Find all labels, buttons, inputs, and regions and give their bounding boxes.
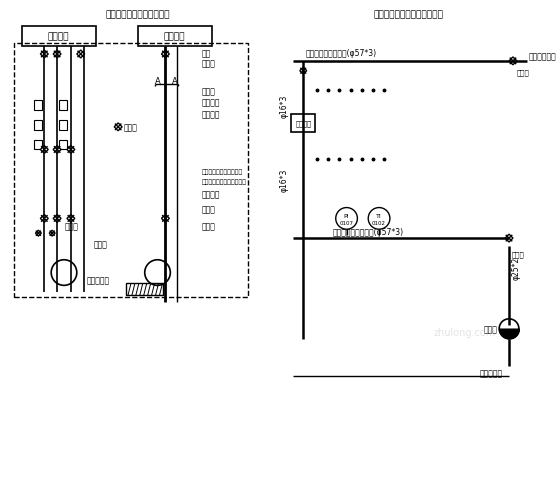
Text: 疏水至地沟: 疏水至地沟 (480, 369, 503, 378)
Text: 二次门: 二次门 (202, 223, 216, 231)
Text: 虚线框内仪表导管电伴热: 虚线框内仪表导管电伴热 (202, 169, 243, 175)
Polygon shape (53, 51, 61, 59)
Circle shape (51, 260, 77, 286)
Polygon shape (161, 215, 169, 223)
Text: 一次门: 一次门 (202, 59, 216, 68)
Polygon shape (114, 123, 122, 131)
Bar (59, 101, 67, 111)
Polygon shape (49, 231, 55, 237)
Text: A: A (172, 77, 178, 86)
Polygon shape (300, 68, 307, 75)
Text: 仪表管件蒸汽疏水管(φ57*3): 仪表管件蒸汽疏水管(φ57*3) (333, 227, 404, 236)
Text: φ16*3: φ16*3 (279, 168, 288, 191)
Text: 伴热电缆: 伴热电缆 (202, 99, 220, 107)
Polygon shape (40, 51, 48, 59)
Text: 0107: 0107 (339, 221, 353, 225)
Polygon shape (40, 215, 48, 223)
Bar (126, 284, 164, 296)
Polygon shape (77, 51, 85, 59)
Polygon shape (505, 235, 513, 243)
Text: 电源箱: 电源箱 (202, 204, 216, 214)
Bar (14, 44, 248, 298)
Text: 仪表导管汽伴件热保温示意图: 仪表导管汽伴件热保温示意图 (374, 10, 444, 19)
Polygon shape (509, 58, 517, 66)
Circle shape (336, 208, 357, 230)
Text: 工艺设备: 工艺设备 (48, 33, 69, 41)
Text: PI: PI (344, 214, 349, 219)
Text: 疏液器: 疏液器 (94, 240, 108, 249)
Text: 截止阀: 截止阀 (202, 87, 216, 96)
Bar (35, 141, 43, 150)
Text: 仪表疏液器: 仪表疏液器 (87, 275, 110, 285)
Text: 0102: 0102 (372, 221, 386, 225)
Polygon shape (53, 146, 61, 154)
Bar (138, 27, 212, 47)
Polygon shape (67, 146, 75, 154)
Polygon shape (40, 146, 48, 154)
Circle shape (144, 260, 170, 286)
Text: 一截止阀: 一截止阀 (295, 121, 311, 127)
Text: 实线框仪表导管电伴热主管: 实线框仪表导管电伴热主管 (202, 179, 247, 184)
Text: 截止阀: 截止阀 (512, 251, 525, 258)
Text: 电缆桥架: 电缆桥架 (202, 190, 220, 199)
Text: 暂停门: 暂停门 (124, 123, 138, 132)
Circle shape (368, 208, 390, 230)
Bar (35, 101, 43, 111)
Bar (59, 121, 67, 130)
Text: 截止阀: 截止阀 (517, 69, 530, 76)
Text: φ25*2: φ25*2 (512, 257, 521, 280)
Text: 不保门: 不保门 (65, 223, 79, 231)
Polygon shape (67, 215, 75, 223)
Bar (35, 121, 43, 130)
Polygon shape (161, 51, 169, 59)
Text: 工艺设备: 工艺设备 (164, 33, 185, 41)
Text: 仪表导管电伴热保温示意图: 仪表导管电伴热保温示意图 (106, 10, 170, 19)
Bar (59, 141, 67, 150)
Text: 仪表管件热来汽母管(φ57*3): 仪表管件热来汽母管(φ57*3) (305, 49, 376, 59)
Bar (22, 27, 96, 47)
Text: 风管: 风管 (202, 49, 211, 59)
Text: TI: TI (376, 214, 382, 219)
Bar (291, 115, 315, 132)
Circle shape (499, 319, 519, 339)
Text: 疏水器: 疏水器 (483, 325, 497, 333)
Text: φ16*3: φ16*3 (279, 94, 288, 118)
Text: A: A (155, 77, 160, 86)
Polygon shape (35, 231, 41, 237)
Text: zhulong.com: zhulong.com (433, 327, 496, 337)
Text: 测温元件: 测温元件 (202, 110, 220, 119)
Text: 来自锅炉蒸汽: 来自锅炉蒸汽 (529, 52, 557, 61)
Polygon shape (53, 215, 61, 223)
